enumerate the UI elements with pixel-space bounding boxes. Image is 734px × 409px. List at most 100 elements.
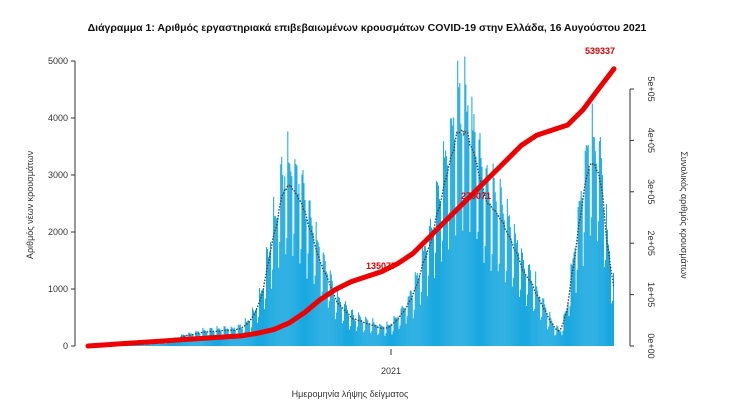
daily-cases-bar bbox=[476, 239, 478, 346]
daily-cases-bar bbox=[314, 275, 316, 346]
daily-cases-bar bbox=[430, 227, 432, 346]
daily-cases-bar bbox=[470, 198, 472, 346]
daily-cases-bar bbox=[165, 342, 167, 346]
x-tick-label-2021: 2021 bbox=[381, 366, 401, 376]
daily-cases-bar bbox=[287, 131, 289, 346]
daily-cases-bar bbox=[539, 296, 541, 346]
daily-cases-bar bbox=[526, 305, 528, 346]
daily-cases-bar bbox=[330, 274, 332, 346]
bars-layer bbox=[88, 56, 615, 347]
daily-cases-bar bbox=[524, 274, 527, 346]
daily-cases-bar bbox=[514, 233, 516, 346]
daily-cases-bar bbox=[324, 261, 326, 346]
daily-cases-bar bbox=[361, 320, 363, 346]
y-tick-label-left: 1000 bbox=[48, 284, 68, 294]
daily-cases-bar bbox=[485, 168, 487, 346]
daily-cases-bar bbox=[581, 198, 583, 346]
daily-cases-bar bbox=[275, 216, 277, 346]
daily-cases-bar bbox=[376, 325, 378, 346]
daily-cases-bar bbox=[425, 251, 427, 346]
daily-cases-bar bbox=[528, 264, 530, 346]
daily-cases-bar bbox=[303, 183, 305, 346]
daily-cases-bar bbox=[333, 298, 335, 346]
daily-cases-bar bbox=[423, 246, 425, 346]
daily-cases-bar bbox=[329, 270, 331, 346]
daily-cases-bar bbox=[547, 329, 549, 346]
daily-cases-bar bbox=[463, 198, 465, 346]
daily-cases-bar bbox=[153, 343, 155, 346]
daily-cases-bar bbox=[276, 218, 278, 346]
daily-cases-bar bbox=[251, 307, 253, 346]
daily-cases-bar bbox=[151, 344, 153, 346]
daily-cases-bar bbox=[462, 230, 464, 346]
y-tick-label-left: 2000 bbox=[48, 227, 68, 237]
daily-cases-bar bbox=[326, 273, 328, 346]
daily-cases-bar bbox=[268, 257, 270, 346]
daily-cases-bar bbox=[243, 332, 245, 346]
daily-cases-bar bbox=[486, 165, 488, 346]
daily-cases-bar bbox=[298, 184, 300, 346]
daily-cases-bar bbox=[327, 307, 329, 346]
daily-cases-bar bbox=[424, 246, 426, 346]
daily-cases-bar bbox=[444, 157, 446, 346]
daily-cases-bar bbox=[542, 298, 544, 346]
annotation-539337: 539337 bbox=[585, 46, 615, 56]
daily-cases-bar bbox=[384, 335, 386, 346]
daily-cases-bar bbox=[566, 309, 568, 346]
daily-cases-bar bbox=[310, 217, 312, 346]
daily-cases-bar bbox=[152, 342, 154, 346]
daily-cases-bar bbox=[509, 226, 511, 346]
daily-cases-bar bbox=[325, 271, 327, 346]
daily-cases-bar bbox=[304, 199, 306, 346]
daily-cases-bar bbox=[418, 274, 420, 346]
daily-cases-bar bbox=[482, 187, 484, 346]
daily-cases-bar bbox=[583, 232, 585, 346]
daily-cases-bar bbox=[150, 344, 152, 346]
daily-cases-bar bbox=[342, 320, 344, 346]
daily-cases-bar bbox=[450, 118, 452, 347]
daily-cases-bar bbox=[222, 334, 224, 346]
daily-cases-bar bbox=[249, 332, 251, 346]
daily-cases-bar bbox=[452, 125, 454, 346]
daily-cases-bar bbox=[600, 157, 602, 346]
daily-cases-bar bbox=[221, 337, 223, 346]
daily-cases-bar bbox=[561, 335, 563, 346]
daily-cases-bar bbox=[487, 174, 489, 346]
daily-cases-bar bbox=[320, 297, 322, 346]
daily-cases-bar bbox=[550, 317, 552, 346]
daily-cases-bar bbox=[477, 231, 479, 346]
daily-cases-bar bbox=[496, 214, 498, 346]
daily-cases-bar bbox=[255, 307, 257, 346]
daily-cases-bar bbox=[379, 323, 381, 346]
daily-cases-bar bbox=[149, 343, 151, 346]
daily-cases-bar bbox=[459, 83, 461, 347]
daily-cases-bar bbox=[545, 307, 547, 346]
daily-cases-bar bbox=[375, 325, 377, 346]
daily-cases-bar bbox=[344, 301, 346, 346]
daily-cases-bar bbox=[439, 199, 441, 346]
daily-cases-bar bbox=[388, 325, 390, 346]
daily-cases-bar bbox=[414, 272, 416, 346]
daily-cases-bar bbox=[493, 178, 495, 346]
daily-cases-bar bbox=[556, 325, 558, 346]
daily-cases-bar bbox=[460, 123, 462, 347]
daily-cases-bar bbox=[260, 290, 263, 346]
daily-cases-bar bbox=[318, 246, 320, 346]
daily-cases-bar bbox=[332, 289, 334, 346]
daily-cases-bar bbox=[517, 252, 519, 346]
daily-cases-bar bbox=[480, 157, 482, 346]
daily-cases-bar bbox=[263, 288, 265, 346]
daily-cases-bar bbox=[235, 337, 237, 346]
daily-cases-bar bbox=[159, 341, 161, 346]
daily-cases-bar bbox=[575, 292, 577, 346]
daily-cases-bar bbox=[516, 240, 518, 346]
daily-cases-bar bbox=[473, 114, 475, 346]
daily-cases-bar bbox=[501, 204, 503, 346]
daily-cases-bar bbox=[560, 331, 562, 346]
daily-cases-bar bbox=[271, 288, 273, 346]
daily-cases-bar bbox=[266, 246, 268, 346]
daily-cases-bar bbox=[289, 163, 291, 346]
daily-cases-bar bbox=[382, 326, 384, 346]
daily-cases-bar bbox=[312, 232, 314, 346]
daily-cases-bar bbox=[503, 220, 505, 346]
